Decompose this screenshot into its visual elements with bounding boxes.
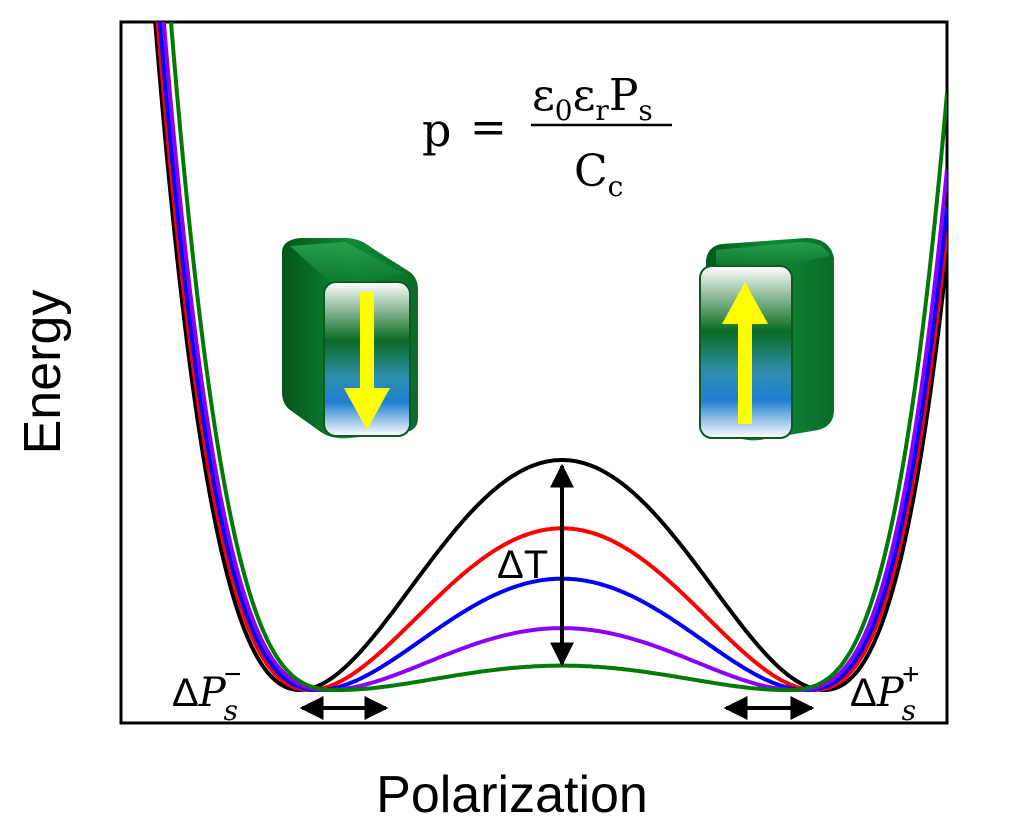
x-axis-label: Polarization: [376, 766, 648, 824]
equation-equals: =: [470, 102, 507, 153]
domain-up: [699, 238, 834, 441]
arrow-up-icon: [722, 282, 768, 424]
y-axis-label: Energy: [14, 290, 72, 455]
equation-numerator: ε0εrPs: [532, 70, 653, 127]
arrow-down-icon: [344, 292, 390, 430]
plot-frame: [119, 20, 949, 725]
equation: p = ε0εrPs Cc: [422, 70, 672, 203]
domain-down: [282, 238, 418, 439]
energy-curve-5: [168, 22, 947, 692]
left-shift-label: ΔPs−: [172, 658, 242, 727]
energy-curves: [153, 22, 947, 692]
domain-down-top: [290, 242, 405, 282]
equation-lhs: p: [422, 103, 451, 157]
domain-up-top: [716, 242, 830, 266]
right-shift-label: ΔPs+: [850, 658, 920, 727]
barrier-label: ΔT: [497, 543, 548, 587]
equation-denominator: Cc: [574, 146, 623, 203]
